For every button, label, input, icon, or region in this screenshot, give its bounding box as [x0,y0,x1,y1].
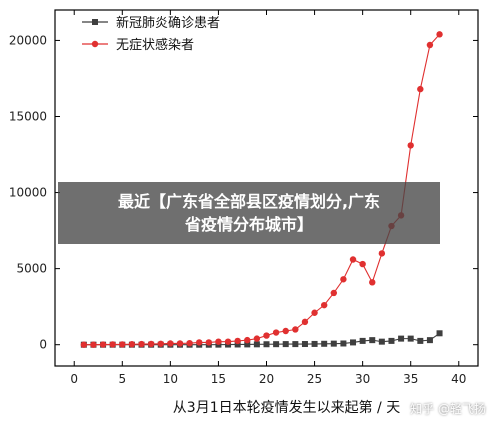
y-tick-label: 15000 [9,109,47,123]
series-2-point [301,318,309,326]
series-2-point [272,329,280,336]
series-2-point [330,289,337,297]
series-2-point [340,276,347,283]
series-2-point [215,338,222,345]
series-1-point [350,339,357,346]
series-1-point [388,337,395,344]
series-1-line [83,332,440,346]
series-2-point [205,339,213,346]
series-2-point [369,279,376,286]
series-1-point [282,341,289,348]
series-1-point [301,341,308,348]
source-watermark: 知乎 @轻飞扬 [410,402,486,416]
y-tick-label: 10000 [9,186,47,200]
series-2-point [426,41,434,49]
x-axis-label: 从3月1日本轮疫情发生以来起第 / 天 [173,399,400,416]
x-tick-label: 25 [307,372,322,386]
y-tick-label: 0 [39,338,47,352]
series-1-point [378,338,385,345]
series-1-point [311,340,318,347]
x-tick-label: 40 [451,372,466,386]
series-1-point [369,337,376,344]
x-tick-label: 0 [70,372,78,386]
series-1-point [417,337,424,344]
x-tick-label: 5 [118,372,126,386]
series-1-point [436,330,443,337]
series-2-point [224,338,232,345]
series-layer [80,31,443,348]
x-tick-label: 30 [355,372,370,386]
series-1-point [426,337,433,344]
series-2 [80,31,443,348]
series-2-point [167,340,174,347]
series-2-point [349,256,357,263]
series-2-point [407,142,414,149]
series-2-point [253,335,261,342]
series-2-point [176,340,184,347]
y-tick-label: 5000 [16,262,47,276]
x-tick-label: 35 [403,372,418,386]
legend-marker-2 [91,40,99,48]
series-2-point [147,340,155,348]
series-2-point [80,341,88,348]
article-title-overlay: 最近【广东省全部县区疫情划分,广东 省疫情分布城市】 [58,182,440,244]
ticks-layer: 0 5 10 15 20 25 30 35 40 0 5000 10000 15000 20000 [9,10,478,386]
series-2-point [109,341,116,348]
y-tick-label: 20000 [9,33,47,47]
series-2-point [234,337,241,345]
series-1 [80,330,443,348]
legend-label-2: 无症状感染者 [116,37,194,53]
series-2-point [263,332,270,339]
series-1-point [273,341,280,348]
series-2-point [292,326,299,333]
series-2-point [157,340,164,347]
series-1-point [359,337,366,344]
series-2-point [282,327,289,335]
series-2-point [138,340,145,348]
series-2-point [186,339,193,347]
x-tick-label: 10 [163,372,178,386]
series-2-point [359,260,366,268]
series-2-point [119,341,126,348]
series-2-point [436,31,443,38]
series-1-point [253,341,260,348]
legend-marker-1 [92,19,98,25]
series-1-point [340,340,347,347]
series-2-point [320,301,328,309]
series-2-point [378,250,386,257]
x-tick-label: 20 [259,372,274,386]
series-1-point [330,340,337,347]
series-1-point [263,341,270,348]
series-2-point [311,309,318,316]
series-1-point [292,341,299,348]
series-2-point [99,341,107,348]
series-2-point [128,341,136,348]
series-1-point [407,335,414,342]
series-2-point [244,336,251,344]
series-2-point [417,85,424,93]
series-1-point [398,335,405,342]
series-1-point [321,340,328,347]
series-1-point [244,341,251,348]
article-title-line-2: 省疫情分布城市】 [184,215,313,234]
x-tick-label: 15 [211,372,226,386]
series-1-point [234,341,241,348]
series-2-point [90,341,97,348]
article-title-line-1: 最近【广东省全部县区疫情划分,广东 [117,192,381,211]
legend-label-1: 新冠肺炎确诊患者 [116,15,220,31]
series-2-point [196,339,203,346]
